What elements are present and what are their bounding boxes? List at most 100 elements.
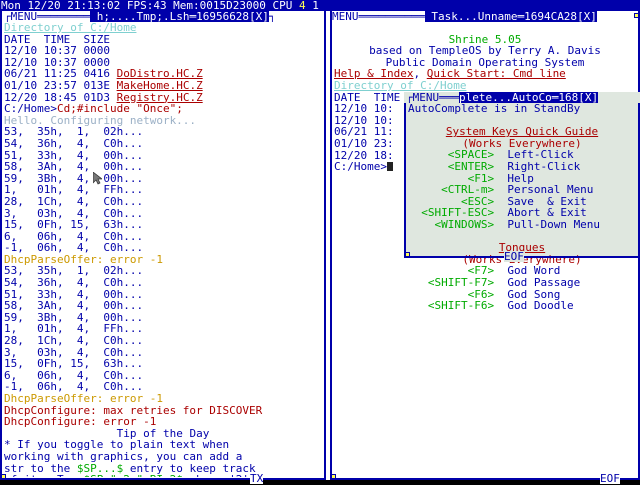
tongues-list: <F7> God Word <SHIFT-F7> God Passage <F6… (408, 264, 580, 312)
tongues-subtitle: (Works Everywhere) (462, 252, 582, 266)
right-window-task-name: Task...Unname (424, 11, 518, 22)
dhcp-option-row: 59, 3Bh, 4, 00h... (4, 310, 144, 324)
based-on-line: based on TempleOS by Terry A. Davis (369, 44, 601, 58)
system-status-bar: Mon 12/20 21:13:02 FPS:43 Mem:0015D23000… (0, 0, 640, 11)
tongue-key-action: God Word (494, 264, 561, 278)
left-window-resize-grip[interactable] (1, 474, 6, 479)
cpu-active-count: 4 (299, 0, 306, 12)
right-window-title-rule: ══════════ (358, 11, 425, 22)
dhcp-option-row: 59, 3Bh, 4, 00h... (4, 171, 144, 185)
mouse-cursor-icon (93, 172, 102, 185)
left-prompt: C:/Home> (4, 102, 57, 116)
dhcp-option-row: 6, 06h, 4, C0h... (4, 368, 144, 382)
tip-text: $SP...$ (76, 461, 124, 475)
dhcp-option-row: 54, 36h, 4, C0h... (4, 136, 144, 150)
dhcp-option-row: 58, 3Ah, 4, 00h... (4, 299, 144, 313)
popup-body: AutoComplete is in StandBy System Keys Q… (408, 103, 636, 312)
left-dir-header: Directory of C:/Home (4, 22, 137, 34)
dhcp-max-retries-msg: DhcpConfigure: max retries for DISCOVER (4, 403, 263, 417)
popup-task-name: plete...AutoCo (459, 92, 552, 103)
system-key-action: Personal Menu (494, 183, 594, 197)
tip-text: * If you toggle to plain text when worki… (4, 438, 243, 475)
left-terminal-window[interactable]: ┌MENU════════ h;....Tmp;.Lsh═16956628[X]… (0, 11, 326, 484)
right-window-menu-label[interactable]: MENU (332, 11, 359, 22)
left-col-headers: DATE TIME SIZE (4, 32, 110, 46)
dhcp-option-row: -1, 06h, 4, C0h... (4, 380, 144, 394)
dhcp-option-row: 28, 1Ch, 4, C0h... (4, 194, 144, 208)
popup-resize-grip[interactable] (405, 252, 410, 257)
tip-of-the-day-title: Tip of the Day (116, 426, 210, 440)
system-key-action: Save & Exit (494, 194, 587, 208)
dhcp-option-row: 28, 1Ch, 4, C0h... (4, 334, 144, 348)
right-prompt: C:/Home> (334, 160, 387, 174)
tongue-key-action: God Song (494, 287, 561, 301)
dhcp-option-row: -1, 06h, 4, C0h... (4, 241, 144, 255)
table-row: 12/10 10: (334, 102, 394, 116)
tongue-key-name: <SHIFT-F7> (408, 275, 495, 289)
cpu-total-count: 1 (312, 0, 319, 12)
system-keys-list: <SPACE> Left-Click <ENTER> Right-Click <… (408, 148, 600, 231)
popup-menu-label[interactable]: MENU (412, 92, 440, 103)
file-link: MakeHome.HC.Z (116, 78, 203, 92)
popup-titlebar[interactable]: ┌MENU═══plete...AutoCo═168[X] (404, 92, 640, 103)
tongue-key-name: <F6> (408, 287, 495, 301)
dhcp-option-table-1: 53, 35h, 1, 02h... 54, 36h, 4, C0h... 51… (4, 125, 143, 254)
quick-start-cmd-line-link[interactable]: Quick Start: Cmd line (426, 67, 566, 81)
left-window-task-id: ═16956628 (189, 11, 250, 22)
help-and-index-link[interactable]: Help & Index (334, 67, 414, 81)
screen-corner-grip[interactable] (634, 13, 639, 18)
system-key-name: <SPACE> (408, 148, 495, 162)
dhcp-option-row: 53, 35h, 1, 02h... (4, 264, 144, 278)
right-text-cursor (386, 162, 393, 172)
close-icon[interactable]: [X] (249, 11, 269, 22)
left-window-border-right (324, 11, 326, 480)
dhcp-option-row: 15, 0Fh, 15, 63h... (4, 218, 144, 232)
system-key-action: Left-Click (494, 148, 574, 162)
right-window-border-left (330, 11, 332, 480)
dhcp-option-table-2: 53, 35h, 1, 02h... 54, 36h, 4, C0h... 51… (4, 264, 143, 393)
left-window-body: Directory of C:/Home DATE TIME SIZE 12/1… (4, 22, 322, 477)
right-window-resize-grip[interactable] (331, 474, 336, 479)
left-window-bottom-rule (2, 478, 324, 480)
right-dir-list: 12/10 10: 12/10 10: 06/21 11: 01/10 23: … (334, 102, 394, 161)
table-row: 06/21 11:25 0416 (4, 67, 117, 81)
right-window-task-id: ═1694CA28 (517, 11, 578, 22)
popup-title-rule: ═══ (439, 92, 459, 103)
left-window-titlebar[interactable]: ┌MENU════════ h;....Tmp;.Lsh═16956628[X]… (4, 11, 276, 22)
tip-text: entry to keep track of it. Try (4, 461, 256, 477)
tongue-key-name: <SHIFT-F6> (408, 299, 495, 313)
dhcp-option-row: 1, 01h, 4, FFh... (4, 183, 144, 197)
status-bar-text: Mon 12/20 21:13:02 FPS:43 Mem:0015D23000… (1, 0, 300, 12)
system-keys-guide-title: System Keys Quick Guide (445, 125, 599, 139)
table-row: 06/21 11: (334, 125, 394, 139)
right-window-status-label: EOF (600, 472, 620, 485)
left-window-border-left (0, 11, 2, 480)
left-window-menu-label[interactable]: MENU (10, 11, 38, 22)
system-key-name: <CTRL-m> (408, 183, 495, 197)
system-key-action: Help (494, 171, 534, 185)
left-file-list: 12/10 10:37 0000 12/10 10:37 0000 06/21 … (4, 44, 203, 103)
system-key-action: Abort & Exit (494, 206, 587, 220)
file-link: Registry.HC.Z (116, 90, 203, 104)
tongues-title: Tongues (498, 241, 546, 255)
system-key-name: <ENTER> (408, 159, 495, 173)
close-icon[interactable]: [X] (578, 92, 599, 103)
right-window-titlebar[interactable]: MENU══════════ Task...Unname═1694CA28[X] (330, 11, 640, 22)
link-separator: , (413, 67, 427, 81)
system-key-name: <ESC> (408, 194, 495, 208)
right-dir-header: Directory of C:/Home (334, 78, 467, 92)
tip-text: where '2' is the sprite num. (4, 473, 249, 477)
right-window-bottom-rule (332, 478, 638, 480)
dhcp-parse-error-1: DhcpParseOffer: error -1 (4, 252, 163, 266)
dhcp-option-row: 53, 35h, 1, 02h... (4, 125, 144, 139)
file-link: DoDistro.HC.Z (116, 67, 203, 81)
table-row: 01/10 23:57 013E (4, 78, 117, 92)
system-key-name: <SHIFT-ESC> (408, 206, 495, 220)
system-key-action: Right-Click (494, 159, 581, 173)
tongue-key-name: <F7> (408, 264, 495, 278)
autocomplete-popup-window[interactable]: ┌MENU═══plete...AutoCo═168[X] AutoComple… (404, 92, 640, 312)
popup-task-id: ═168 (551, 92, 579, 103)
close-icon[interactable]: [X] (577, 11, 597, 22)
table-row: 12/20 18: (334, 148, 394, 162)
